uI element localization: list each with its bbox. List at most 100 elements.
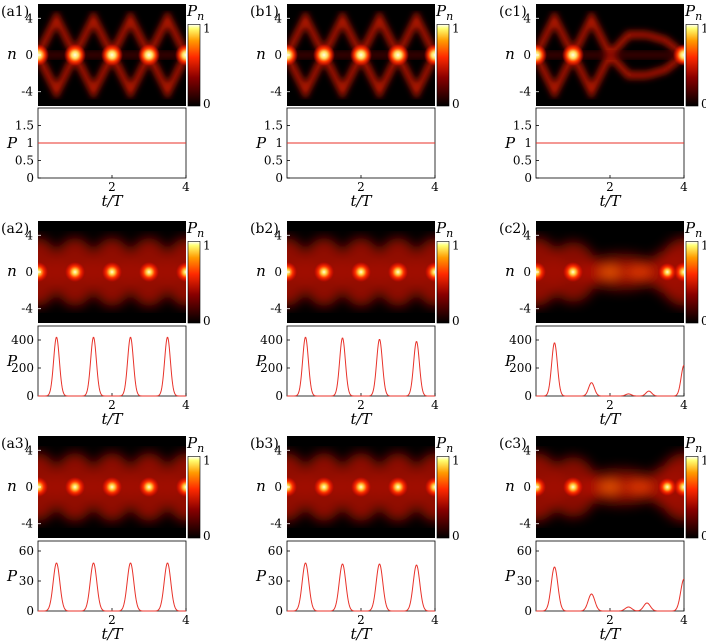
intensity-spot (350, 44, 372, 66)
x-axis-label: t/T (599, 192, 621, 210)
y-tick-label: -4 (21, 85, 33, 99)
y-tick-label: 0 (26, 171, 34, 185)
x-axis-label: t/T (350, 192, 372, 210)
intensity-spot (658, 263, 677, 281)
intensity-spot (673, 44, 684, 66)
y-tick-label: 400 (509, 333, 532, 347)
plot-area (37, 325, 187, 397)
plot-area (286, 540, 436, 612)
halo (600, 481, 620, 493)
y-tick-label: 1.5 (264, 119, 283, 133)
y-axis-label: n (7, 262, 17, 280)
y-tick-label: 4 (25, 228, 33, 242)
x-tick-label: 2 (108, 613, 116, 627)
colorbar (436, 456, 450, 539)
colorbar-tick-label: 0 (701, 314, 706, 328)
plot-area (535, 325, 685, 397)
y-tick-label: 1.5 (513, 119, 532, 133)
y-tick-label: 4 (274, 228, 282, 242)
y-tick-label: -4 (270, 302, 282, 316)
y-tick-label: 0 (275, 389, 283, 403)
trajectory (607, 52, 647, 79)
y-tick-label: -4 (270, 85, 282, 99)
colorbar-tick-label: 1 (203, 238, 211, 252)
y-tick-label: 30 (517, 574, 532, 588)
x-tick-label: 2 (108, 398, 116, 412)
y-tick-label: 4 (523, 443, 531, 457)
y-tick-label: 0.5 (264, 154, 283, 168)
halo (581, 469, 662, 505)
x-tick-label: 4 (182, 180, 190, 194)
trajectory (108, 10, 153, 57)
x-axis-label: t/T (350, 410, 372, 428)
intensity-spot (388, 477, 408, 497)
y-tick-label: 1.5 (15, 119, 34, 133)
colorbar-tick-label: 1 (203, 453, 211, 467)
intensity-spot (138, 44, 160, 66)
trajectory (287, 10, 328, 57)
x-tick-label: 2 (108, 180, 116, 194)
y-axis-label: n (7, 45, 17, 63)
halo (164, 453, 186, 521)
line-panel: 1.5 1 0.5 0 2 4 Pt/T (504, 107, 688, 210)
colorbar-label: Pn (684, 219, 702, 240)
colorbar (187, 24, 201, 107)
x-tick-label: 2 (357, 613, 365, 627)
x-axis-label: t/T (599, 625, 621, 643)
y-tick-label: 0 (523, 265, 531, 279)
x-axis-label: t/T (101, 625, 123, 643)
series-line (536, 342, 685, 397)
trajectory (38, 53, 79, 100)
y-tick-label: -4 (519, 302, 531, 316)
heatmap-panel: 4 0 -4 n (a2) Pn1 0 (1, 219, 211, 328)
halo (164, 238, 186, 306)
halo (38, 453, 60, 521)
x-tick-label: 2 (606, 398, 614, 412)
y-tick-label: -4 (270, 517, 282, 531)
series-line (287, 562, 435, 612)
y-tick-label: 0 (274, 480, 282, 494)
y-axis-label: P (255, 134, 267, 152)
panel-label: (c2) (499, 221, 527, 237)
trajectory (569, 53, 614, 100)
trajectory (394, 53, 435, 100)
trajectory (536, 53, 577, 100)
plot-area (37, 540, 187, 612)
x-tick-label: 4 (182, 613, 190, 627)
x-tick-label: 2 (606, 613, 614, 627)
center-band (536, 51, 684, 59)
trajectory (569, 10, 614, 57)
intensity-spot (102, 262, 122, 282)
intensity-spot (139, 262, 159, 282)
colorbar (436, 241, 450, 324)
colorbar-label: Pn (684, 434, 702, 455)
y-tick-label: 30 (19, 574, 34, 588)
colorbar-tick-label: 1 (701, 21, 706, 35)
y-tick-label: 60 (268, 544, 283, 558)
y-axis-label: n (7, 477, 17, 495)
y-tick-label: -4 (21, 517, 33, 531)
halo (287, 453, 309, 521)
plot-area (535, 540, 685, 612)
line-panel: 60 30 0 2 4 Pt/T (504, 540, 688, 643)
y-tick-label: 4 (25, 11, 33, 25)
y-tick-label: 0 (25, 480, 33, 494)
colorbar (685, 241, 699, 324)
intensity-spot (388, 262, 408, 282)
x-axis-label: t/T (101, 192, 123, 210)
y-tick-label: 400 (11, 333, 34, 347)
colorbar-tick-label: 0 (452, 529, 460, 543)
intensity-spot (64, 44, 86, 66)
trajectory (108, 53, 153, 100)
intensity-spot (38, 477, 48, 497)
intensity-spot (536, 477, 546, 497)
colorbar-label: Pn (435, 219, 453, 240)
y-axis-label: P (255, 352, 267, 370)
intensity-spot (65, 477, 85, 497)
intensity-spot (139, 477, 159, 497)
heatmap-panel: 4 0 -4 n (b1) Pn1 0 (250, 2, 460, 111)
halo (627, 481, 652, 493)
y-tick-label: 0 (524, 604, 532, 618)
y-tick-label: 200 (11, 361, 34, 375)
colorbar-tick-label: 1 (452, 453, 460, 467)
